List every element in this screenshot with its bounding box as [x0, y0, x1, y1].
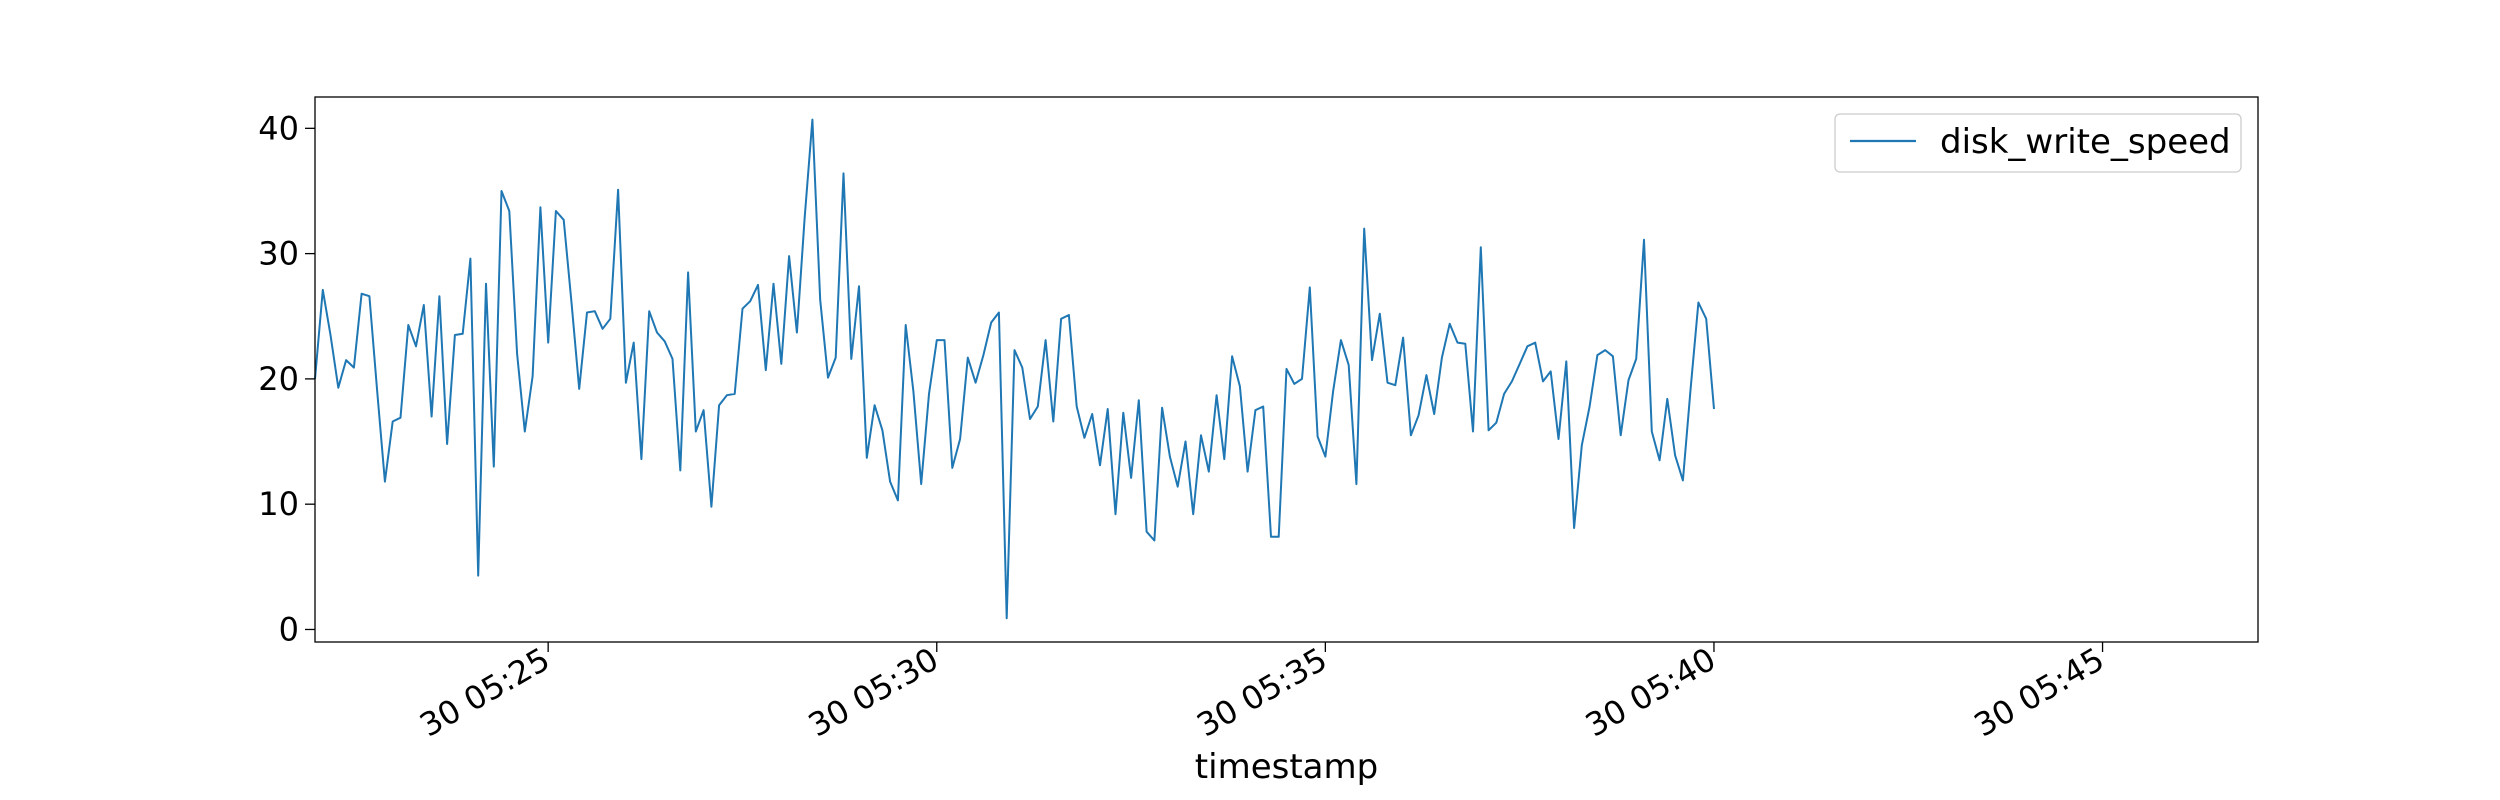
y-tick-label: 10: [258, 485, 299, 523]
series-layer: [314, 118, 1715, 620]
y-axis: 0 10 20 30 40: [258, 109, 315, 648]
y-tick-label: 0: [279, 610, 299, 648]
legend: disk_write_speed: [1834, 113, 2242, 173]
series-line-disk-write-speed: [314, 118, 1715, 620]
y-tick-label: 30: [258, 235, 299, 273]
y-tick-label: 40: [258, 109, 299, 147]
x-axis-title: timestamp: [1195, 747, 1378, 787]
legend-box: [1834, 113, 2242, 173]
y-tick-label: 20: [258, 360, 299, 398]
legend-label-disk-write-speed: disk_write_speed: [1940, 122, 2231, 162]
plot-frame: [314, 96, 2259, 643]
